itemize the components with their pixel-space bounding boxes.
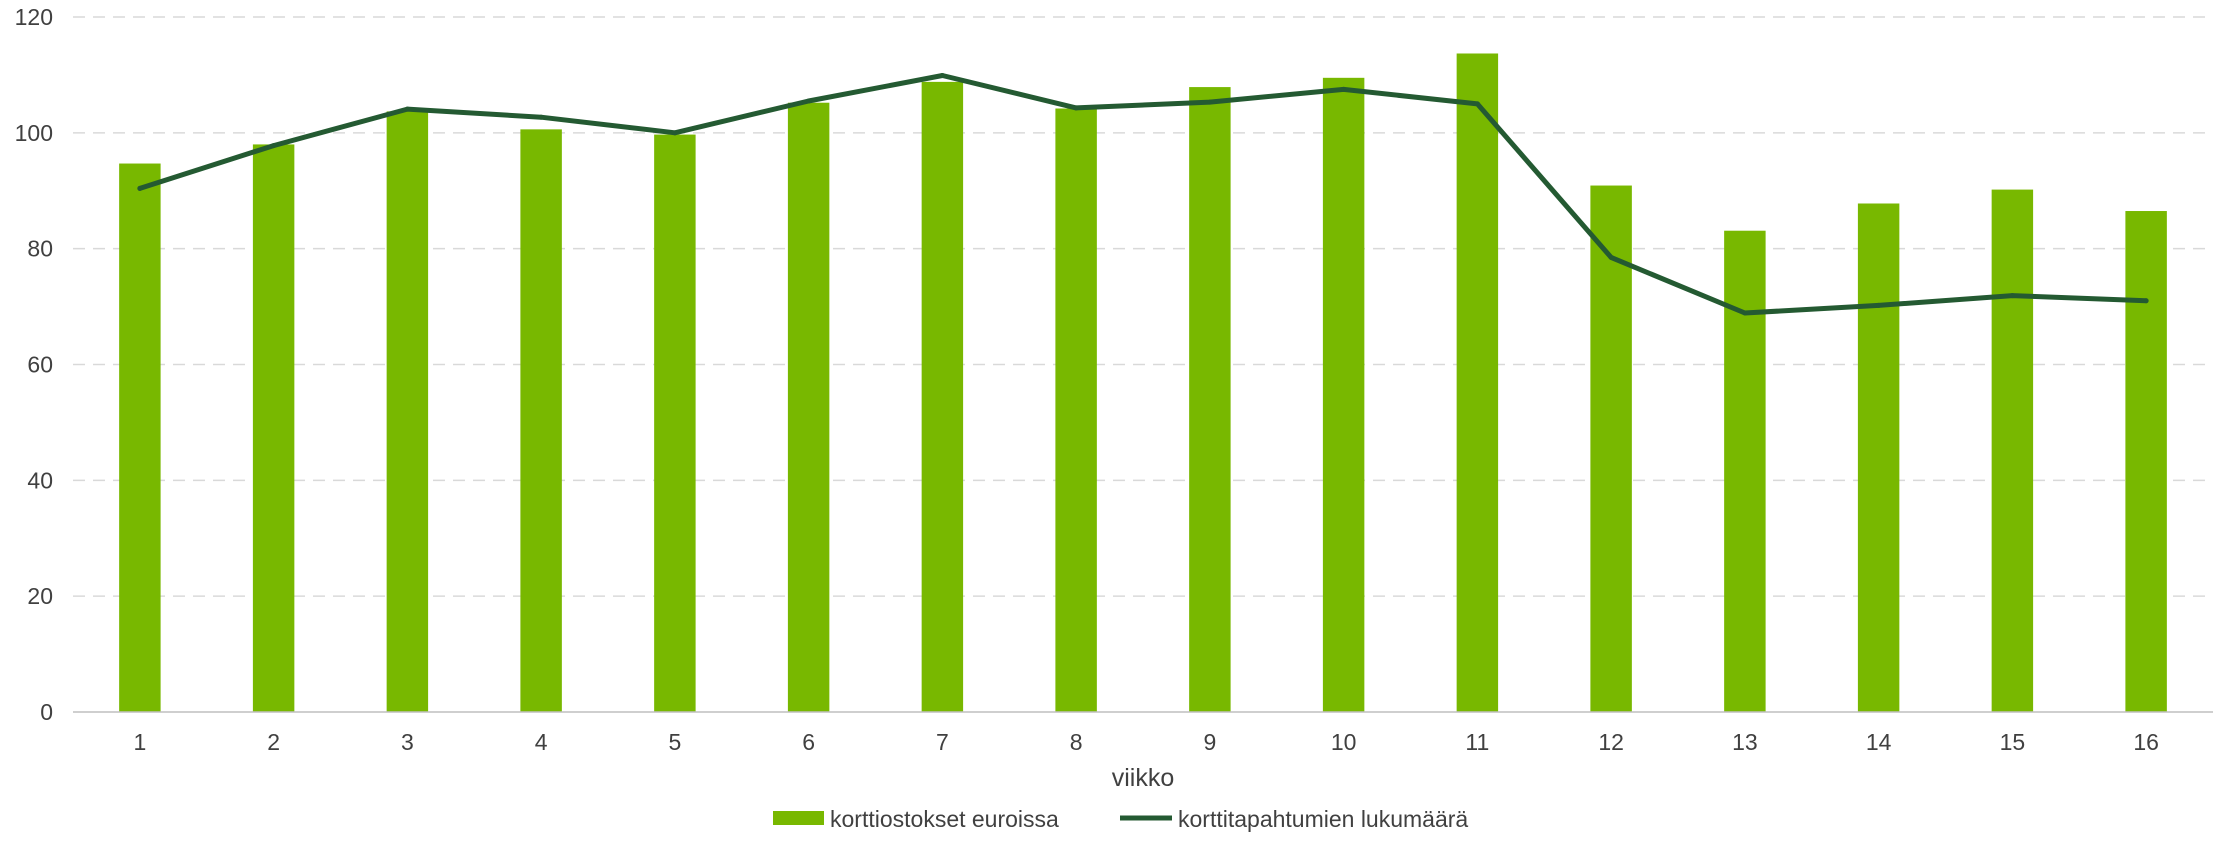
x-tick-label: 9 [1203,729,1216,755]
x-tick-label: 5 [668,729,681,755]
series-line [137,73,2149,316]
bar [1991,189,2034,712]
bar [1456,53,1499,713]
bar [654,134,696,713]
x-tick-label: 11 [1465,729,1489,755]
x-tick-label: 15 [2000,729,2026,755]
x-tick-label: 4 [535,729,548,755]
x-tick-label: 2 [267,729,280,755]
bar [252,144,295,712]
bar [386,111,429,712]
y-tick-label: 0 [40,699,53,725]
x-tick-label: 10 [1331,729,1357,755]
y-tick-label: 120 [15,4,53,30]
line-point [137,185,143,191]
gridlines [73,16,2213,597]
x-axis-ticks: 1 2 3 4 5 6 7 8 9 10 11 12 13 14 15 16 [133,729,2158,755]
line-point [1474,101,1480,107]
x-axis-title: viikko [1112,764,1175,792]
y-tick-label: 100 [15,120,53,146]
y-tick-label: 80 [27,236,53,262]
x-tick-label: 13 [1732,729,1758,755]
bar [119,163,161,712]
x-tick-label: 3 [401,729,414,755]
line-point [1207,99,1213,105]
bar [787,102,830,712]
x-tick-label: 6 [802,729,815,755]
line-point [2009,293,2015,299]
line-point [1608,254,1614,260]
x-tick-label: 16 [2133,729,2159,755]
bar-series [119,53,2167,713]
y-tick-label: 60 [27,352,53,378]
bar [520,129,562,712]
line-point [1073,105,1079,111]
x-tick-label: 7 [936,729,949,755]
line-point [538,114,544,120]
line-point [806,98,812,104]
line-series [137,72,2149,316]
bar [1055,108,1097,713]
line-point [271,143,277,149]
x-tick-label: 8 [1070,729,1083,755]
bar [1189,87,1231,713]
legend-label-line: korttitapahtumien lukumäärä [1178,806,1468,832]
bar [1322,77,1365,712]
x-tick-label: 14 [1866,729,1892,755]
y-tick-label: 40 [27,467,53,493]
bar [1590,185,1632,713]
line-point [1341,86,1347,92]
x-tick-label: 1 [133,729,146,755]
line-point [2143,298,2149,304]
x-tick-label: 12 [1598,729,1624,755]
y-tick-label: 20 [27,583,53,609]
line-point [1876,302,1882,308]
line-point [1742,310,1748,316]
legend: korttiostokset euroissa korttitapahtumie… [773,806,1468,832]
line-point [939,72,945,78]
legend-swatch-bars [773,811,824,825]
bar [1724,230,1766,712]
y-axis-ticks: 0 20 40 60 80 100 120 [15,4,53,725]
bar [921,81,964,712]
line-point [404,106,410,112]
bar [1857,203,1900,712]
bar [2125,211,2167,713]
line-point [672,130,678,136]
legend-label-bars: korttiostokset euroissa [830,806,1059,832]
